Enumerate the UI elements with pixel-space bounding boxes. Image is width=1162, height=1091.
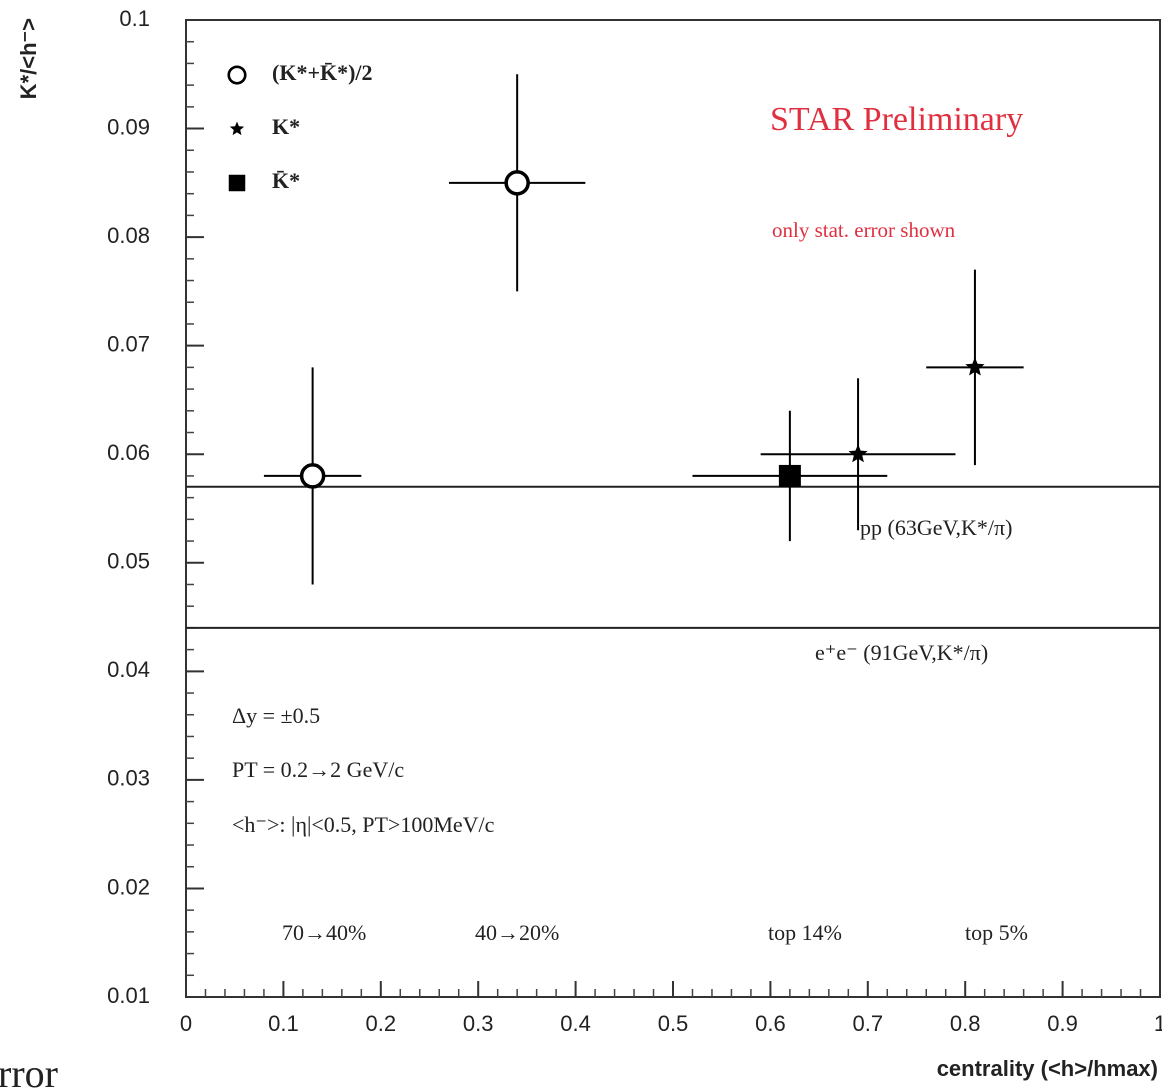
data-point: [504, 170, 530, 196]
x-tick-label: 0.6: [755, 1011, 786, 1036]
rapidity-note: Δy = ±0.5: [232, 703, 320, 728]
data-point: [965, 357, 985, 376]
errors-note: only stat. error shown: [772, 218, 956, 242]
x-tick-label: 0.4: [560, 1011, 591, 1036]
plot-frame: [185, 19, 1161, 998]
x-tick-label: 1: [1154, 1011, 1162, 1036]
x-tick-label: 0.7: [853, 1011, 884, 1036]
preliminary-label: STAR Preliminary: [770, 101, 1023, 138]
y-tick-label: 0.06: [107, 440, 150, 465]
x-axis-label: centrality (<h>/hmax): [937, 1056, 1158, 1081]
y-tick-label: 0.1: [119, 6, 150, 31]
reference-label: pp (63GeV,K*/π): [860, 515, 1012, 540]
reference-label: e⁺e⁻ (91GeV,K*/π): [815, 640, 988, 665]
y-tick-label: 0.09: [107, 114, 150, 139]
y-tick-label: 0.07: [107, 331, 150, 356]
text-fragment: rror: [0, 1051, 58, 1091]
y-tick-label: 0.03: [107, 766, 150, 791]
x-tick-label: 0.9: [1047, 1011, 1078, 1036]
legend-symbol: [229, 121, 245, 136]
x-tick-label: 0.3: [463, 1011, 494, 1036]
x-tick-label: 0.5: [658, 1011, 689, 1036]
x-tick-label: 0.2: [366, 1011, 397, 1036]
centrality-label: top 14%: [768, 920, 842, 945]
pt-note: PT = 0.2→2 GeV/c: [232, 757, 404, 782]
legend-symbol: [228, 174, 246, 192]
x-tick-label: 0.8: [950, 1011, 981, 1036]
y-tick-label: 0.04: [107, 657, 150, 682]
data-point: [778, 464, 801, 487]
x-tick-label: 0: [180, 1011, 192, 1036]
legend-label: K*: [272, 114, 300, 139]
y-tick-label: 0.08: [107, 223, 150, 248]
legend-label: (K*+K̄*)/2: [272, 60, 373, 85]
y-axis-label: K*/<h⁻>: [16, 18, 41, 99]
y-tick-label: 0.02: [107, 874, 150, 899]
x-tick-label: 0.1: [268, 1011, 299, 1036]
centrality-label: 40→20%: [475, 920, 559, 945]
y-tick-label: 0.01: [107, 983, 150, 1008]
legend-label: K̄*: [272, 168, 300, 193]
data-point: [848, 444, 868, 463]
y-tick-label: 0.05: [107, 549, 150, 574]
centrality-label: 70→40%: [282, 920, 366, 945]
centrality-label: top 5%: [965, 920, 1028, 945]
legend-symbol: [227, 65, 247, 85]
data-point: [299, 463, 326, 489]
h-def-note: <h⁻>: |η|<0.5, PT>100MeV/c: [232, 812, 495, 837]
